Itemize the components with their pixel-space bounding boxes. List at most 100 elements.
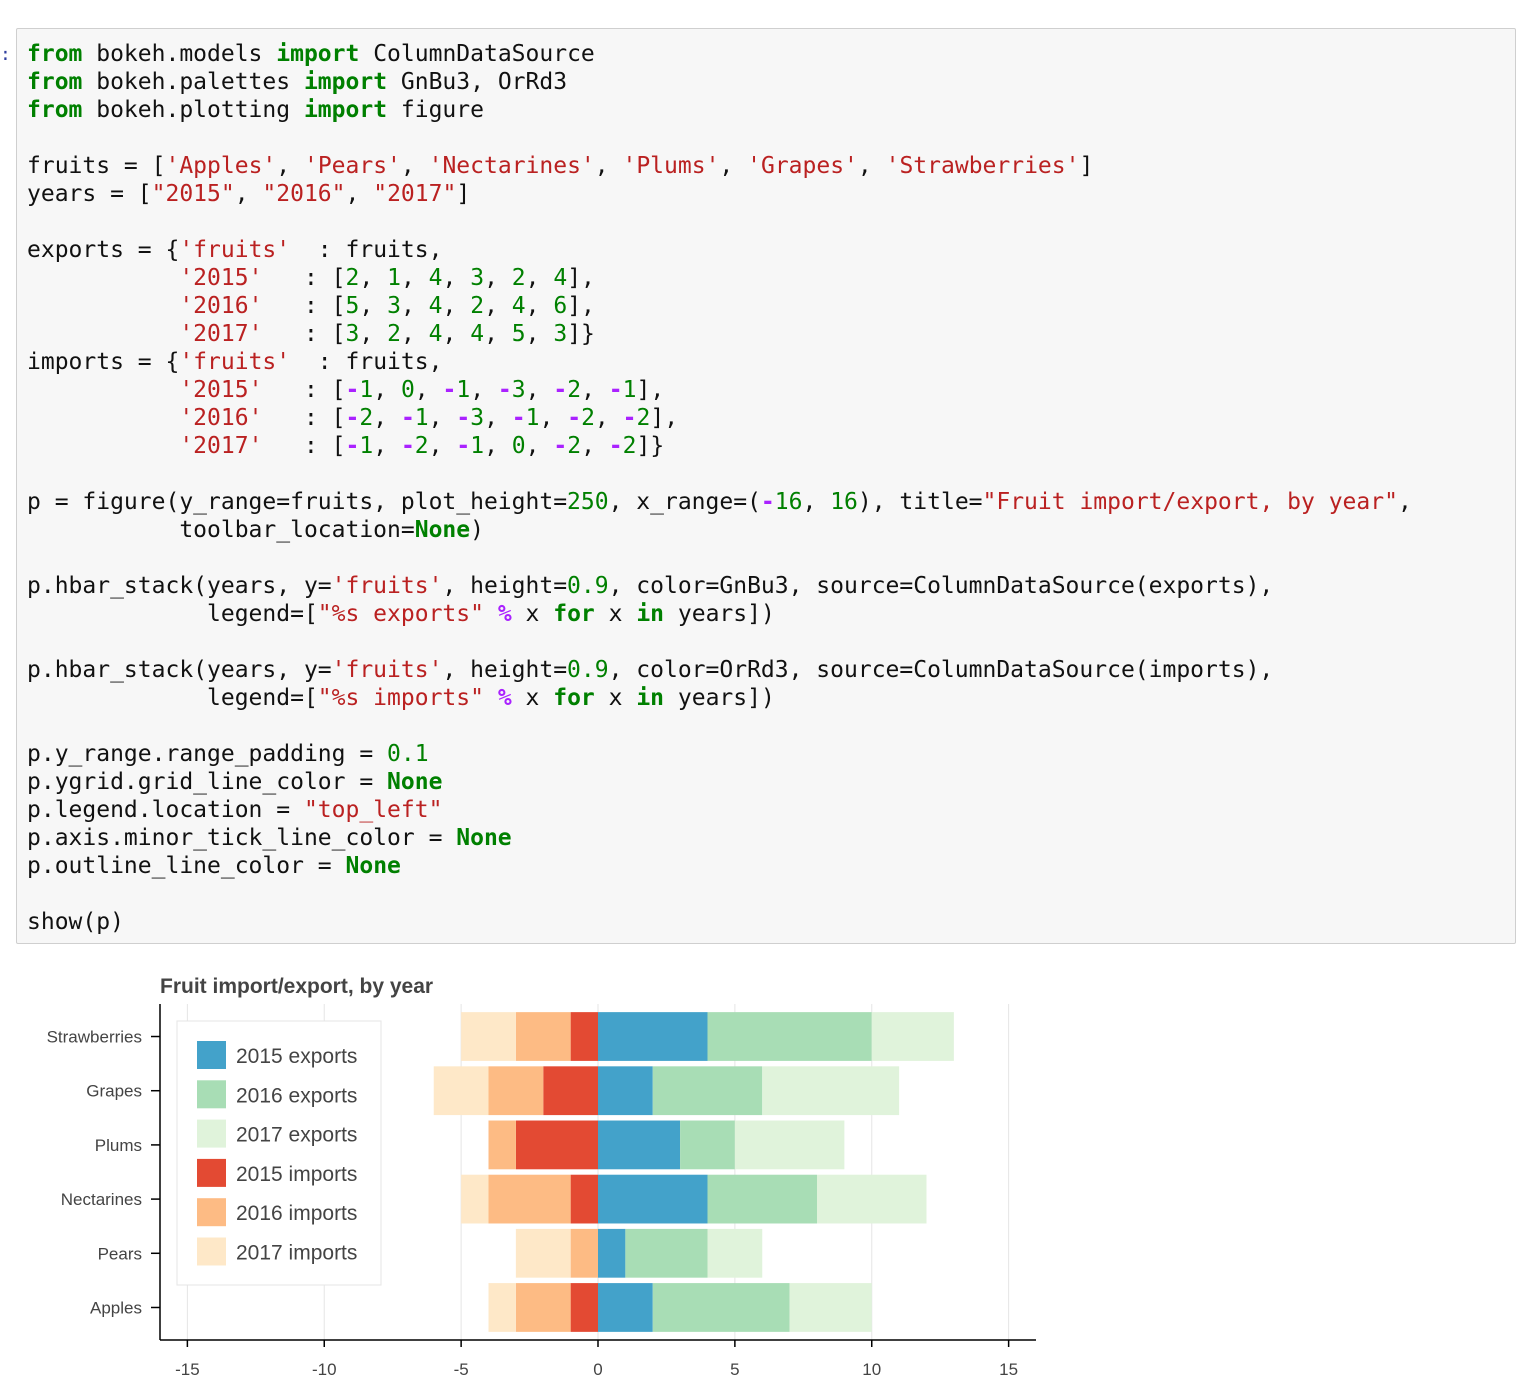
code-string: 'fruits' (179, 237, 291, 263)
code-number: 2 (622, 433, 637, 459)
code-text: , x_range=( (608, 489, 761, 515)
code-text: : fruits, (290, 349, 443, 375)
code-operator: % (497, 685, 512, 711)
bar-2017-imports-nectarines (461, 1174, 489, 1224)
code-line: '2017' : [3, 2, 4, 4, 5, 3]} (27, 320, 1412, 348)
code-text: legend=[ (27, 601, 318, 627)
code-text: x (594, 601, 637, 627)
code-string: 'Plums' (622, 153, 720, 179)
code-text: ColumnDataSource (359, 41, 595, 67)
code-text: , (484, 293, 512, 319)
code-line: from bokeh.plotting import figure (27, 96, 1412, 124)
code-operator: - (608, 377, 623, 403)
x-tick-label: 10 (862, 1360, 881, 1379)
code-keyword: import (303, 69, 388, 95)
code-keyword: None (456, 825, 512, 851)
code-line: legend=["%s exports" % x for x in years]… (27, 600, 1412, 628)
code-text: years = [ (27, 181, 152, 207)
bar-2017-exports-strawberries (871, 1012, 954, 1061)
code-number: 2 (567, 433, 582, 459)
code-text (27, 265, 179, 291)
code-operator: - (567, 405, 582, 431)
code-string: 'Apples' (165, 153, 277, 179)
code-operator: - (345, 433, 360, 459)
bar-2015-exports-apples (598, 1283, 653, 1332)
code-number: 4 (428, 265, 443, 291)
code-text: , (345, 181, 374, 207)
code-operator: - (442, 377, 457, 403)
code-number: 2 (567, 377, 582, 403)
code-text: p.hbar_stack(years, y= (27, 657, 332, 683)
code-string: 'fruits' (331, 573, 443, 599)
bar-2015-imports-strawberries (570, 1012, 598, 1061)
x-tick-label: -10 (312, 1360, 337, 1379)
code-operator: - (553, 433, 568, 459)
bar-2016-exports-pears (625, 1228, 708, 1278)
legend-label: 2016 imports (236, 1202, 357, 1225)
code-text: , (802, 489, 831, 515)
code-text: , (373, 405, 401, 431)
code-text: imports = { (27, 349, 180, 375)
x-tick-label: 5 (730, 1360, 739, 1379)
code-keyword: from (27, 69, 83, 95)
code-line: fruits = ['Apples', 'Pears', 'Nectarines… (27, 152, 1412, 180)
code-text: toolbar_location= (27, 517, 415, 543)
code-operator: - (608, 433, 623, 459)
code-number: 3 (387, 293, 401, 319)
code-line (27, 628, 1412, 656)
bars (433, 1012, 954, 1332)
code-number: 2 (414, 433, 429, 459)
code-string: '2015' (179, 377, 263, 403)
code-text: , (400, 321, 429, 347)
code-number: 6 (553, 293, 568, 319)
code-number: 0.9 (567, 573, 609, 599)
code-operator: - (400, 405, 415, 431)
code-text (27, 377, 179, 403)
code-editor[interactable]: from bokeh.models import ColumnDataSourc… (27, 40, 1412, 936)
code-text: show(p) (27, 909, 124, 935)
code-number: 1 (456, 377, 471, 403)
code-text: : [ (262, 293, 346, 319)
code-line (27, 208, 1412, 236)
code-text: years]) (664, 601, 775, 627)
code-text: : [ (262, 321, 346, 347)
code-string: '2016' (179, 405, 263, 431)
y-tick-label: Strawberries (47, 1028, 142, 1047)
bar-2017-imports-grapes (433, 1066, 489, 1116)
code-text: : [ (262, 265, 346, 291)
code-string: "2016" (262, 181, 346, 207)
code-number: 1 (414, 405, 429, 431)
code-text: , (525, 293, 554, 319)
code-keyword: for (553, 685, 595, 711)
bar-2016-imports-grapes (488, 1066, 544, 1116)
code-number: 4 (511, 293, 526, 319)
bar-2015-exports-strawberries (598, 1012, 708, 1061)
code-keyword: import (276, 41, 360, 67)
bar-2015-exports-nectarines (598, 1174, 708, 1224)
code-number: 2 (636, 405, 651, 431)
code-keyword: None (387, 769, 443, 795)
code-text: ], (650, 405, 679, 431)
code-text: ], (567, 293, 595, 319)
code-text: , (525, 265, 554, 291)
bar-2015-exports-grapes (598, 1066, 653, 1116)
code-text (27, 293, 179, 319)
code-string: 'Nectarines' (428, 153, 595, 179)
bar-2015-imports-grapes (543, 1066, 598, 1116)
x-tick-label: 0 (593, 1360, 602, 1379)
code-line: show(p) (27, 908, 1412, 936)
code-text: , (373, 433, 401, 459)
bar-2016-imports-strawberries (515, 1012, 571, 1061)
code-cell[interactable]: from bokeh.models import ColumnDataSourc… (16, 28, 1516, 944)
code-line: '2017' : [-1, -2, -1, 0, -2, -2]} (27, 432, 1412, 460)
code-text: , color=GnBu3, source=ColumnDataSource(e… (608, 573, 1274, 599)
code-line: years = ["2015", "2016", "2017"] (27, 180, 1412, 208)
code-text: , (442, 293, 471, 319)
code-text: , (484, 405, 512, 431)
code-number: 2 (581, 405, 595, 431)
code-line: from bokeh.palettes import GnBu3, OrRd3 (27, 68, 1412, 96)
code-line: '2016' : [-2, -1, -3, -1, -2, -2], (27, 404, 1412, 432)
code-number: 4 (553, 265, 568, 291)
code-number: 5 (345, 293, 360, 319)
code-keyword: import (303, 97, 388, 123)
